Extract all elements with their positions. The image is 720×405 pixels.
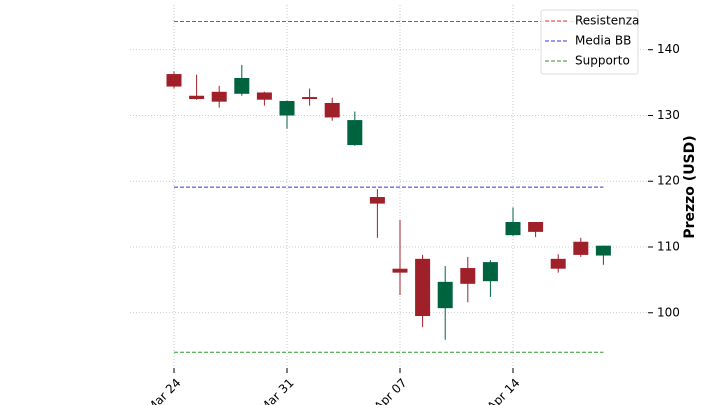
candle-body <box>573 241 589 255</box>
x-tick-label: Apr 07 <box>372 376 410 405</box>
candle-body <box>392 268 408 273</box>
candle-body <box>437 281 453 309</box>
y-tick-label: 140 <box>657 42 680 56</box>
x-tick-label: Mar 31 <box>257 376 296 405</box>
legend-label: Resistenza <box>575 14 639 28</box>
y-tick-label: 130 <box>657 108 680 122</box>
candle-body <box>234 77 250 94</box>
y-axis-label: Prezzo (USD) <box>682 135 698 238</box>
candle-body <box>279 101 295 116</box>
x-tick-label: Mar 24 <box>144 376 183 405</box>
x-tick-label: Apr 14 <box>485 376 523 405</box>
y-tick-label: 120 <box>657 174 680 188</box>
candle-body <box>256 92 272 100</box>
candle-body <box>189 95 205 100</box>
candle-body <box>550 258 566 269</box>
legend-label: Media BB <box>575 34 631 48</box>
candle-body <box>347 120 363 146</box>
legend-label: Supporto <box>575 54 630 68</box>
candle-body <box>302 97 318 100</box>
candle-body <box>595 245 611 256</box>
candle-body <box>324 102 340 118</box>
candle-body <box>166 74 182 87</box>
candle-body <box>415 258 431 317</box>
y-tick-label: 100 <box>657 305 680 319</box>
y-tick-label: 110 <box>657 240 680 254</box>
legend: Resistenza Media BB Supporto <box>540 9 639 75</box>
candle-body <box>211 91 227 102</box>
candle-body <box>528 222 544 232</box>
candle-body <box>505 222 521 236</box>
legend-box <box>540 9 639 75</box>
candle-body <box>369 197 385 204</box>
candle-body <box>460 268 476 284</box>
candle-body <box>482 262 498 282</box>
